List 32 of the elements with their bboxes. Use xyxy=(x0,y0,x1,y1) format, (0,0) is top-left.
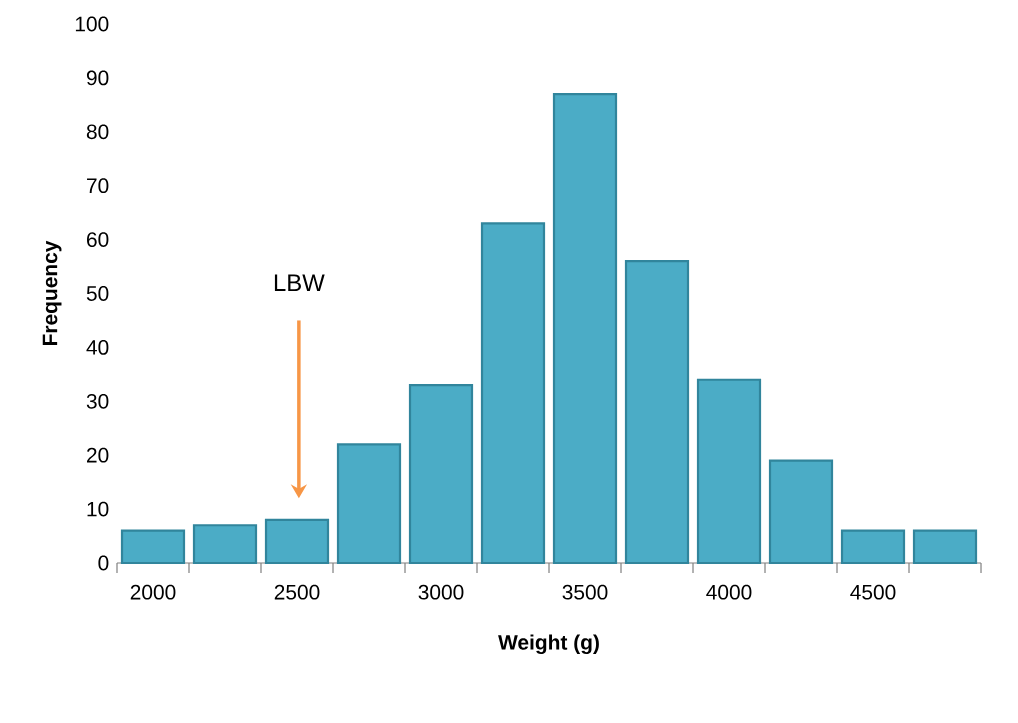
x-tick-label: 4500 xyxy=(850,584,896,600)
bar xyxy=(264,518,330,565)
annotation: LBW xyxy=(274,274,325,291)
bar xyxy=(624,260,690,565)
y-tick-label: 60 xyxy=(87,232,109,247)
x-tick-label: 2500 xyxy=(274,584,320,600)
bar xyxy=(912,529,978,565)
bar xyxy=(192,524,258,565)
bar xyxy=(480,222,546,565)
y-tick-label: 10 xyxy=(87,501,109,517)
y-tick-label: 0 xyxy=(98,555,109,571)
bar xyxy=(552,92,618,565)
y-tick-label: 90 xyxy=(86,70,109,86)
bar xyxy=(696,378,762,565)
bar xyxy=(408,384,474,565)
x-tick-label: 4000 xyxy=(706,584,752,600)
y-tick-label: 100 xyxy=(75,16,109,32)
y-tick-label: 30 xyxy=(86,393,109,409)
bar xyxy=(336,443,402,565)
x-tick-label: 3500 xyxy=(562,584,608,600)
x-tick-label: 3000 xyxy=(418,584,464,600)
y-tick-label: 80 xyxy=(86,124,109,140)
y-tick-label: 70 xyxy=(87,178,109,194)
bar xyxy=(768,459,834,565)
x-tick-label: 2000 xyxy=(130,584,176,600)
y-tick-label: 50 xyxy=(86,286,109,301)
bar xyxy=(120,529,186,565)
bar xyxy=(840,529,906,565)
y-tick-label: 40 xyxy=(86,339,109,355)
x-axis-title: Weight (g) xyxy=(498,634,599,655)
y-tick-label: 20 xyxy=(87,447,109,463)
y-axis-title: Frequency xyxy=(42,240,62,345)
